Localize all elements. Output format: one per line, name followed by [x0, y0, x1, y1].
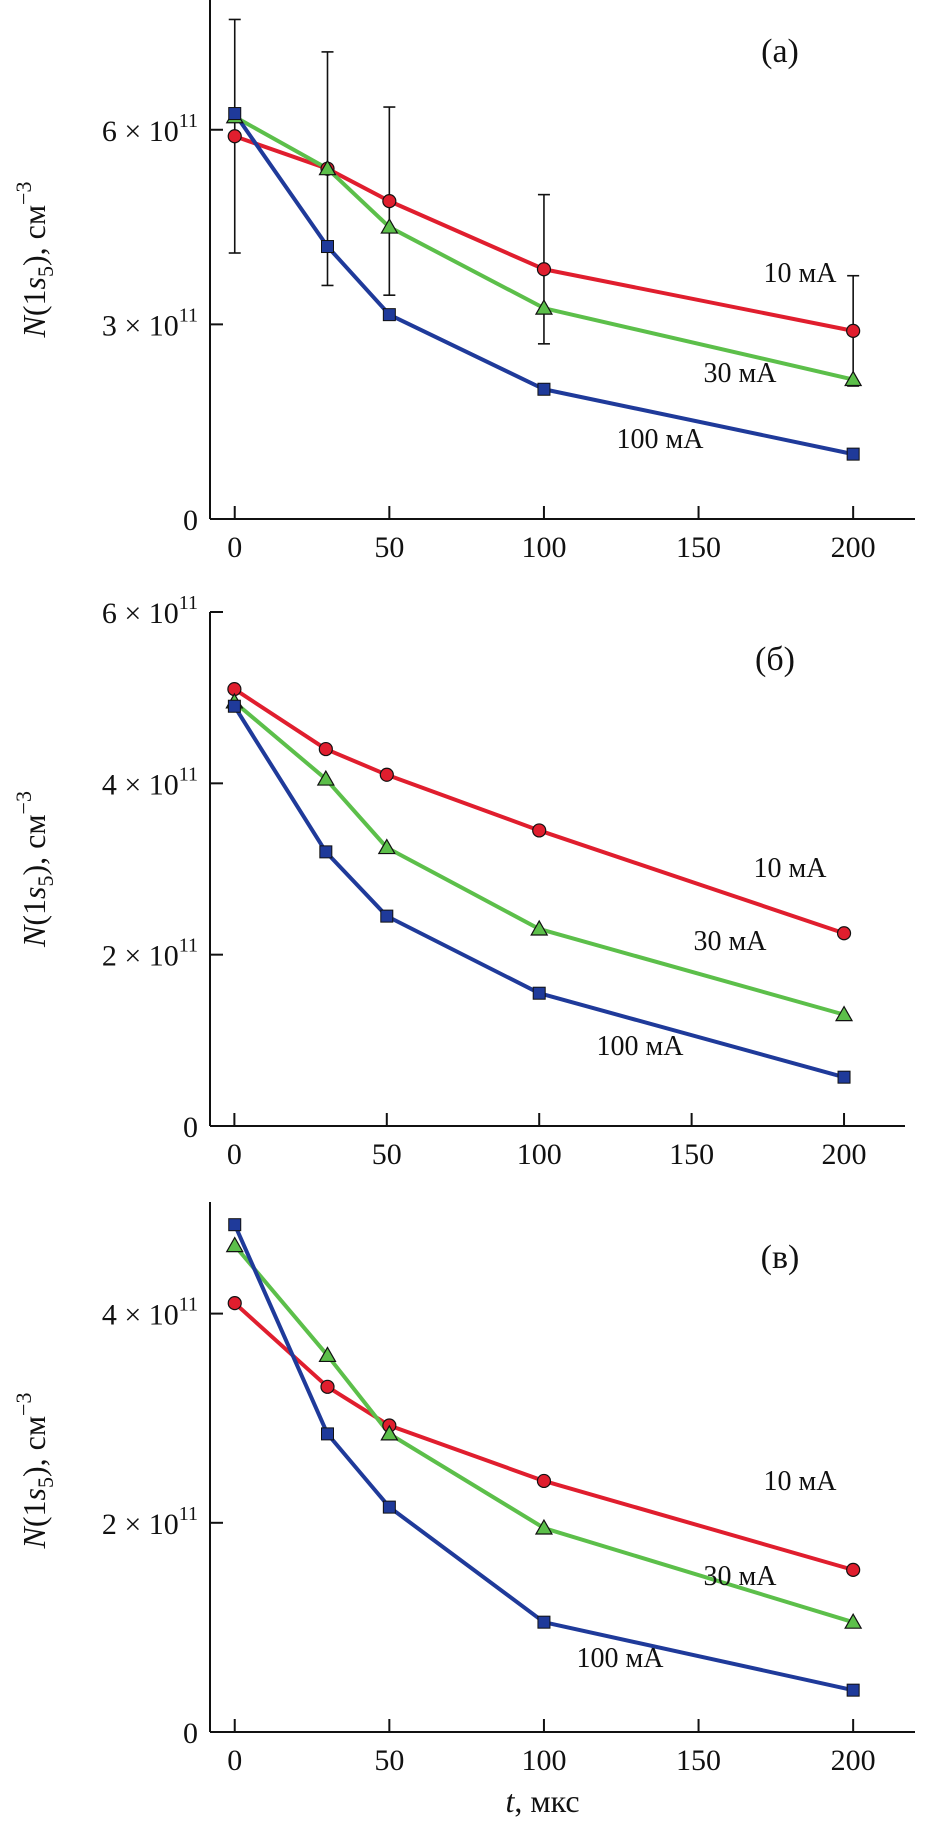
marker-triangle-30mA	[225, 1236, 244, 1253]
x-tick-label: 200	[831, 1744, 876, 1777]
marker-square-100mA	[532, 986, 546, 1000]
marker-square-100mA	[537, 382, 551, 396]
marker-triangle-30mA	[318, 1346, 337, 1363]
marker-triangle-30mA	[530, 919, 549, 936]
marker-triangle-30mA	[844, 370, 863, 387]
panel-label: (б)	[755, 641, 795, 678]
marker-circle-10mA	[227, 1296, 242, 1311]
x-tick-label: 100	[517, 1138, 562, 1171]
y-tick-label: 6 × 1011	[102, 592, 198, 630]
marker-circle-10mA	[846, 1562, 861, 1577]
marker-square-100mA	[319, 845, 333, 859]
series-label-100mA: 100 мА	[577, 1643, 665, 1674]
series-label-10mA: 10 мА	[754, 853, 828, 884]
marker-triangle-30mA	[835, 1005, 854, 1022]
y-tick-label: 2 × 1011	[102, 1503, 198, 1541]
marker-circle-10mA	[318, 741, 333, 757]
marker-square-100mA	[227, 699, 241, 713]
series-label-30mA: 30 мА	[704, 1561, 778, 1592]
y-tick-label: 0	[183, 504, 198, 537]
marker-circle-10mA	[379, 767, 394, 782]
marker-circle-10mA	[532, 823, 547, 838]
x-axis-title: t, мкс	[505, 1783, 579, 1819]
x-tick-label: 150	[676, 531, 721, 564]
y-axis-title: N(1s5), см−3	[11, 182, 58, 339]
marker-triangle-30mA	[377, 838, 396, 855]
x-tick-label: 150	[669, 1138, 714, 1171]
x-tick-label: 100	[521, 531, 566, 564]
marker-triangle-30mA	[844, 1612, 863, 1629]
x-tick-label: 100	[521, 1744, 566, 1777]
marker-circle-10mA	[227, 129, 242, 144]
series-line-100mA	[232, 705, 845, 1080]
x-tick-label: 150	[676, 1744, 721, 1777]
marker-square-100mA	[846, 447, 860, 461]
chart-panel-2: 0 50 100 150 200 0 2 × 1011 4 × 1011 6 × 1011 N(1…	[11, 592, 905, 1171]
marker-triangle-30mA	[318, 159, 337, 176]
marker-circle-10mA	[846, 323, 861, 338]
marker-circle-10mA	[320, 1379, 335, 1394]
y-tick-label: 4 × 1011	[102, 1294, 198, 1332]
series-label-100mA: 100 мА	[617, 424, 705, 455]
marker-triangle-30mA	[534, 1518, 553, 1535]
marker-triangle-30mA	[316, 769, 335, 786]
marker-circle-10mA	[536, 1473, 552, 1489]
y-tick-label: 6 × 1011	[102, 110, 198, 148]
chart-panel-1: 0 50 100 150 200 0 3 × 1011 6 × 1011 N(1s5), см−…	[11, 0, 915, 564]
marker-square-100mA	[228, 107, 242, 121]
series-label-30mA: 30 мА	[704, 358, 778, 389]
series-line-10mA	[233, 687, 845, 936]
series-label-10mA: 10 мА	[764, 258, 838, 289]
x-tick-label: 50	[372, 1138, 402, 1171]
marker-square-100mA	[382, 308, 396, 322]
panel-label: (а)	[761, 33, 799, 70]
x-tick-label: 0	[227, 1138, 242, 1171]
marker-square-100mA	[846, 1683, 860, 1697]
marker-square-100mA	[321, 1427, 334, 1441]
x-tick-label: 50	[374, 531, 404, 564]
panel-label: (в)	[761, 1239, 800, 1276]
y-tick-label: 3 × 1011	[102, 304, 198, 342]
y-axis-title: N(1s5), см−3	[11, 791, 58, 948]
y-tick-label: 0	[183, 1111, 198, 1144]
y-tick-label: 2 × 1011	[102, 935, 198, 973]
marker-square-100mA	[537, 1615, 551, 1629]
series-label-30mA: 30 мА	[694, 926, 768, 957]
series-label-100mA: 100 мА	[597, 1031, 685, 1062]
x-tick-label: 200	[831, 531, 876, 564]
x-tick-label: 200	[822, 1138, 867, 1171]
marker-square-100mA	[382, 1500, 396, 1514]
series-label-10mA: 10 мА	[764, 1466, 838, 1497]
x-tick-label: 0	[227, 1744, 242, 1777]
marker-circle-10mA	[382, 194, 397, 209]
chart-panel-3: 0 50 100 150 200 0 2 × 1011 4 × 1011 N(1s5), см−…	[11, 1202, 915, 1819]
y-tick-label: 4 × 1011	[102, 763, 198, 801]
x-tick-label: 50	[374, 1744, 404, 1777]
marker-circle-10mA	[836, 926, 852, 941]
marker-square-100mA	[380, 909, 394, 923]
marker-circle-10mA	[536, 262, 552, 277]
marker-triangle-30mA	[380, 1424, 399, 1441]
y-tick-label: 0	[183, 1717, 198, 1750]
marker-square-100mA	[837, 1070, 851, 1084]
x-tick-label: 0	[227, 531, 242, 564]
marker-square-100mA	[321, 240, 334, 254]
y-axis-title: N(1s5), см−3	[11, 1393, 58, 1550]
marker-triangle-30mA	[534, 298, 553, 315]
marker-triangle-30mA	[380, 217, 399, 234]
marker-square-100mA	[228, 1218, 242, 1232]
